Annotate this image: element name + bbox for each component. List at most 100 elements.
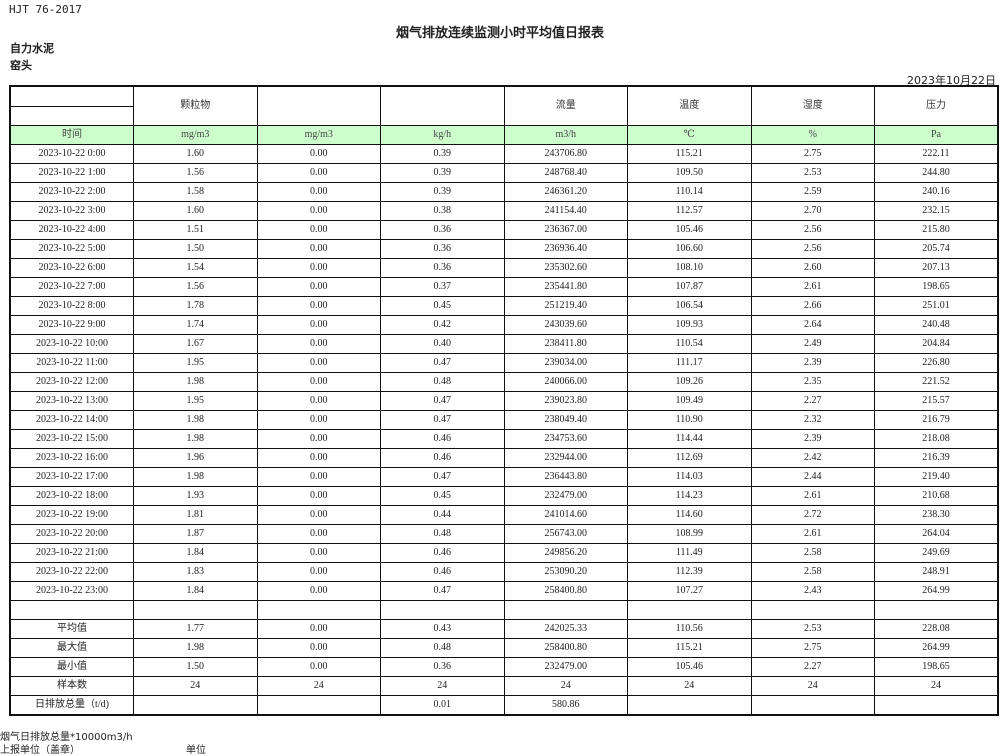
- summary-row-cell: 115.21: [627, 638, 752, 658]
- table-row: 2023-10-22 21:00 1.84 0.00 0.46 249856.20 111…: [9, 543, 999, 563]
- table-row-cell: 241014.60: [503, 505, 628, 525]
- table-row-cell: 0.40: [380, 334, 505, 354]
- table-row-cell: 2.60: [750, 258, 875, 278]
- table-row-cell: 2023-10-22 17:00: [9, 467, 134, 487]
- table-row-cell: 2.61: [750, 277, 875, 297]
- units-row-cell: %: [750, 125, 875, 145]
- table-row-cell: 2023-10-22 11:00: [9, 353, 134, 373]
- table-row-cell: 207.13: [874, 258, 999, 278]
- table-row-cell: 2023-10-22 13:00: [9, 391, 134, 411]
- summary-row-cell: 232479.00: [503, 657, 628, 677]
- table-row-cell: 2.75: [750, 144, 875, 164]
- table-row-cell: 2023-10-22 15:00: [9, 429, 134, 449]
- table-row: 2023-10-22 17:00 1.98 0.00 0.47 236443.80 114…: [9, 467, 999, 487]
- table-row-cell: 2.61: [750, 524, 875, 544]
- table-row-cell: 0.00: [256, 182, 381, 202]
- table-row-cell: 1.60: [133, 201, 258, 221]
- summary-row-cell: [256, 695, 381, 716]
- header-row: 颗粒物 流量 温度 湿度 压力: [9, 85, 999, 126]
- report-date: 2023年10月22日: [907, 74, 996, 87]
- table-row-cell: 248768.40: [503, 163, 628, 183]
- unit-label: 单位: [186, 745, 206, 756]
- empty-row-cell: [133, 600, 258, 620]
- table-row-cell: 210.68: [874, 486, 999, 506]
- table-row-cell: 2.59: [750, 182, 875, 202]
- table-row-cell: 106.60: [627, 239, 752, 259]
- table-row-cell: 0.46: [380, 448, 505, 468]
- table-row-cell: 0.48: [380, 372, 505, 392]
- table-row-cell: 0.45: [380, 296, 505, 316]
- table-row-cell: 235302.60: [503, 258, 628, 278]
- summary-row-cell: 0.00: [256, 657, 381, 677]
- table-row-cell: 2.27: [750, 391, 875, 411]
- table-row: 2023-10-22 13:00 1.95 0.00 0.47 239023.80 109…: [9, 391, 999, 411]
- table-row: 2023-10-22 6:00 1.54 0.00 0.36 235302.60 108.…: [9, 258, 999, 278]
- table-row-cell: 2.58: [750, 543, 875, 563]
- table-row-cell: 2023-10-22 6:00: [9, 258, 134, 278]
- table-row-cell: 0.00: [256, 144, 381, 164]
- table-row-cell: 0.46: [380, 543, 505, 563]
- table-row: 2023-10-22 2:00 1.58 0.00 0.39 246361.20 110.…: [9, 182, 999, 202]
- table-row-cell: 1.78: [133, 296, 258, 316]
- table-row-cell: 0.48: [380, 524, 505, 544]
- table-row-cell: 1.56: [133, 277, 258, 297]
- table-row-cell: 2.64: [750, 315, 875, 335]
- table-row-cell: 112.57: [627, 201, 752, 221]
- units-row-cell: ℃: [627, 125, 752, 145]
- table-row-cell: 0.00: [256, 315, 381, 335]
- table-row-cell: 0.00: [256, 562, 381, 582]
- summary-row-cell: 24: [503, 676, 628, 696]
- summary-row-cell: 24: [750, 676, 875, 696]
- table-row-cell: 221.52: [874, 372, 999, 392]
- table-row-cell: 2.39: [750, 353, 875, 373]
- table-row-cell: 0.47: [380, 410, 505, 430]
- table-row-cell: 1.56: [133, 163, 258, 183]
- table-row-cell: 240.16: [874, 182, 999, 202]
- units-row-cell: m3/h: [503, 125, 628, 145]
- table-row-cell: 1.51: [133, 220, 258, 240]
- table-row-cell: 234753.60: [503, 429, 628, 449]
- table-row-cell: 198.65: [874, 277, 999, 297]
- table-row-cell: 107.87: [627, 277, 752, 297]
- table-row-cell: 0.38: [380, 201, 505, 221]
- table-row-cell: 107.27: [627, 581, 752, 601]
- summary-row-cell: 24: [380, 676, 505, 696]
- units-row: 时间 mg/m3 mg/m3 kg/h m3/h ℃% Pa: [9, 125, 999, 145]
- table-row-cell: 0.00: [256, 524, 381, 544]
- empty-row: [9, 600, 999, 620]
- table-row-cell: 240066.00: [503, 372, 628, 392]
- table-row-cell: 2.72: [750, 505, 875, 525]
- units-row-cell: mg/m3: [256, 125, 381, 145]
- table-row-cell: 2023-10-22 3:00: [9, 201, 134, 221]
- table-row-cell: 114.44: [627, 429, 752, 449]
- company-name: 自力水泥: [10, 42, 54, 55]
- table-row-cell: 1.98: [133, 372, 258, 392]
- table-row-cell: 239034.00: [503, 353, 628, 373]
- table-row-cell: 2.42: [750, 448, 875, 468]
- table-row-cell: 2023-10-22 1:00: [9, 163, 134, 183]
- table-row-cell: 0.00: [256, 334, 381, 354]
- table-row-cell: 0.00: [256, 391, 381, 411]
- header-row-cell: 湿度: [750, 85, 875, 126]
- table-row-cell: 2023-10-22 0:00: [9, 144, 134, 164]
- summary-row-cell: 264.99: [874, 638, 999, 658]
- table-row-cell: 0.37: [380, 277, 505, 297]
- table-row-cell: 2023-10-22 23:00: [9, 581, 134, 601]
- table-row-cell: 0.46: [380, 562, 505, 582]
- table-row: 2023-10-22 22:00 1.83 0.00 0.46 253090.20 112…: [9, 562, 999, 582]
- table-row-cell: 238049.40: [503, 410, 628, 430]
- summary-row-cell: [750, 695, 875, 716]
- table-row: 2023-10-22 20:00 1.87 0.00 0.48 256743.00 108…: [9, 524, 999, 544]
- table-row-cell: 1.87: [133, 524, 258, 544]
- table-row-cell: 258400.80: [503, 581, 628, 601]
- table-row-cell: 2023-10-22 4:00: [9, 220, 134, 240]
- table-row-cell: 2023-10-22 20:00: [9, 524, 134, 544]
- table-row-cell: 0.00: [256, 429, 381, 449]
- reporter-label: 上报单位（盖章）: [0, 745, 80, 756]
- table-row-cell: 0.00: [256, 505, 381, 525]
- empty-row-cell: [503, 600, 628, 620]
- table-row-cell: 238411.80: [503, 334, 628, 354]
- table-row-cell: 109.93: [627, 315, 752, 335]
- table-row-cell: 0.44: [380, 505, 505, 525]
- table-row-cell: 1.67: [133, 334, 258, 354]
